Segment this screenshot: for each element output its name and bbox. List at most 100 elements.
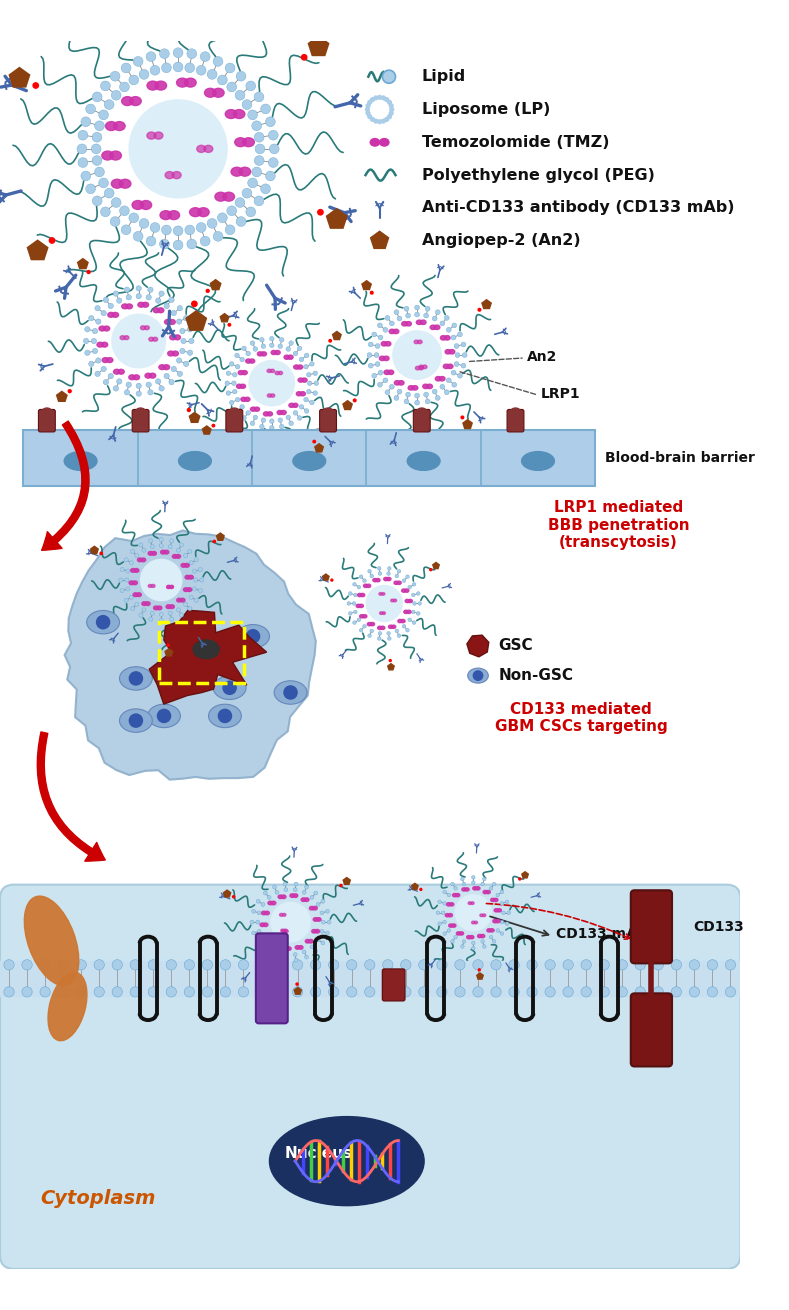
Circle shape xyxy=(671,960,682,969)
Circle shape xyxy=(273,955,276,959)
Ellipse shape xyxy=(133,580,137,584)
Ellipse shape xyxy=(297,365,303,369)
FancyBboxPatch shape xyxy=(0,884,740,1269)
Polygon shape xyxy=(370,231,390,249)
Circle shape xyxy=(188,607,192,610)
Circle shape xyxy=(150,545,155,549)
Circle shape xyxy=(599,986,609,997)
Circle shape xyxy=(430,569,432,571)
Ellipse shape xyxy=(136,593,141,596)
Circle shape xyxy=(164,373,170,379)
Ellipse shape xyxy=(158,308,164,313)
Circle shape xyxy=(635,986,645,997)
Text: An2: An2 xyxy=(527,350,557,364)
Circle shape xyxy=(302,891,306,895)
Ellipse shape xyxy=(389,329,394,334)
Ellipse shape xyxy=(300,392,305,396)
Polygon shape xyxy=(308,35,330,56)
Circle shape xyxy=(158,709,170,723)
Circle shape xyxy=(314,381,319,385)
Circle shape xyxy=(95,371,100,376)
Circle shape xyxy=(202,986,212,997)
Circle shape xyxy=(617,986,627,997)
Circle shape xyxy=(261,418,266,422)
Circle shape xyxy=(461,417,464,419)
Circle shape xyxy=(120,567,124,571)
Ellipse shape xyxy=(120,335,125,339)
Circle shape xyxy=(117,297,122,304)
Circle shape xyxy=(179,542,184,548)
Circle shape xyxy=(437,986,447,997)
Circle shape xyxy=(213,232,223,241)
Circle shape xyxy=(170,617,174,621)
Circle shape xyxy=(444,316,449,321)
Ellipse shape xyxy=(427,384,432,389)
Circle shape xyxy=(328,986,338,997)
Ellipse shape xyxy=(275,943,280,946)
Circle shape xyxy=(353,610,357,614)
Circle shape xyxy=(425,400,430,403)
Circle shape xyxy=(171,310,177,316)
Circle shape xyxy=(283,882,287,886)
Circle shape xyxy=(124,558,128,562)
Circle shape xyxy=(159,544,163,548)
Circle shape xyxy=(173,62,183,72)
Circle shape xyxy=(375,362,380,367)
Circle shape xyxy=(436,910,439,914)
Circle shape xyxy=(150,223,160,232)
FancyBboxPatch shape xyxy=(383,969,405,1001)
Ellipse shape xyxy=(289,403,294,407)
Text: CD133 mediated
GBM CSCs targeting: CD133 mediated GBM CSCs targeting xyxy=(495,702,667,735)
Ellipse shape xyxy=(274,681,307,705)
Circle shape xyxy=(200,236,210,246)
Circle shape xyxy=(84,350,90,355)
Circle shape xyxy=(235,90,245,100)
Ellipse shape xyxy=(423,365,427,368)
Circle shape xyxy=(235,198,245,207)
Ellipse shape xyxy=(308,939,313,943)
Circle shape xyxy=(725,960,735,969)
Circle shape xyxy=(193,587,196,591)
Ellipse shape xyxy=(406,321,411,326)
Circle shape xyxy=(122,63,131,73)
Circle shape xyxy=(250,920,254,924)
Ellipse shape xyxy=(449,350,454,354)
Ellipse shape xyxy=(522,452,555,470)
Circle shape xyxy=(88,362,94,367)
Circle shape xyxy=(473,671,483,680)
Circle shape xyxy=(294,351,297,356)
Ellipse shape xyxy=(268,901,273,905)
Circle shape xyxy=(275,960,285,969)
Circle shape xyxy=(146,383,151,388)
Circle shape xyxy=(305,955,308,959)
Circle shape xyxy=(294,952,297,956)
Ellipse shape xyxy=(293,403,298,407)
Ellipse shape xyxy=(148,705,181,727)
Ellipse shape xyxy=(231,168,243,176)
Circle shape xyxy=(254,132,264,141)
FancyBboxPatch shape xyxy=(413,410,430,432)
Circle shape xyxy=(406,313,410,318)
Circle shape xyxy=(278,418,282,422)
Ellipse shape xyxy=(301,897,306,901)
Circle shape xyxy=(375,343,380,348)
Circle shape xyxy=(241,415,246,421)
Ellipse shape xyxy=(363,614,367,618)
Circle shape xyxy=(419,986,429,997)
Ellipse shape xyxy=(376,579,380,582)
Circle shape xyxy=(489,935,493,939)
Text: Angiopep-2 (An2): Angiopep-2 (An2) xyxy=(422,233,581,248)
Circle shape xyxy=(408,618,412,621)
Circle shape xyxy=(92,156,102,165)
Circle shape xyxy=(200,578,204,582)
Circle shape xyxy=(482,878,486,880)
Ellipse shape xyxy=(414,341,418,343)
Circle shape xyxy=(171,367,177,372)
Circle shape xyxy=(271,903,310,942)
Circle shape xyxy=(284,888,288,892)
Ellipse shape xyxy=(450,903,454,907)
Circle shape xyxy=(136,286,141,291)
Ellipse shape xyxy=(124,335,129,339)
Circle shape xyxy=(382,119,385,123)
Circle shape xyxy=(94,986,104,997)
